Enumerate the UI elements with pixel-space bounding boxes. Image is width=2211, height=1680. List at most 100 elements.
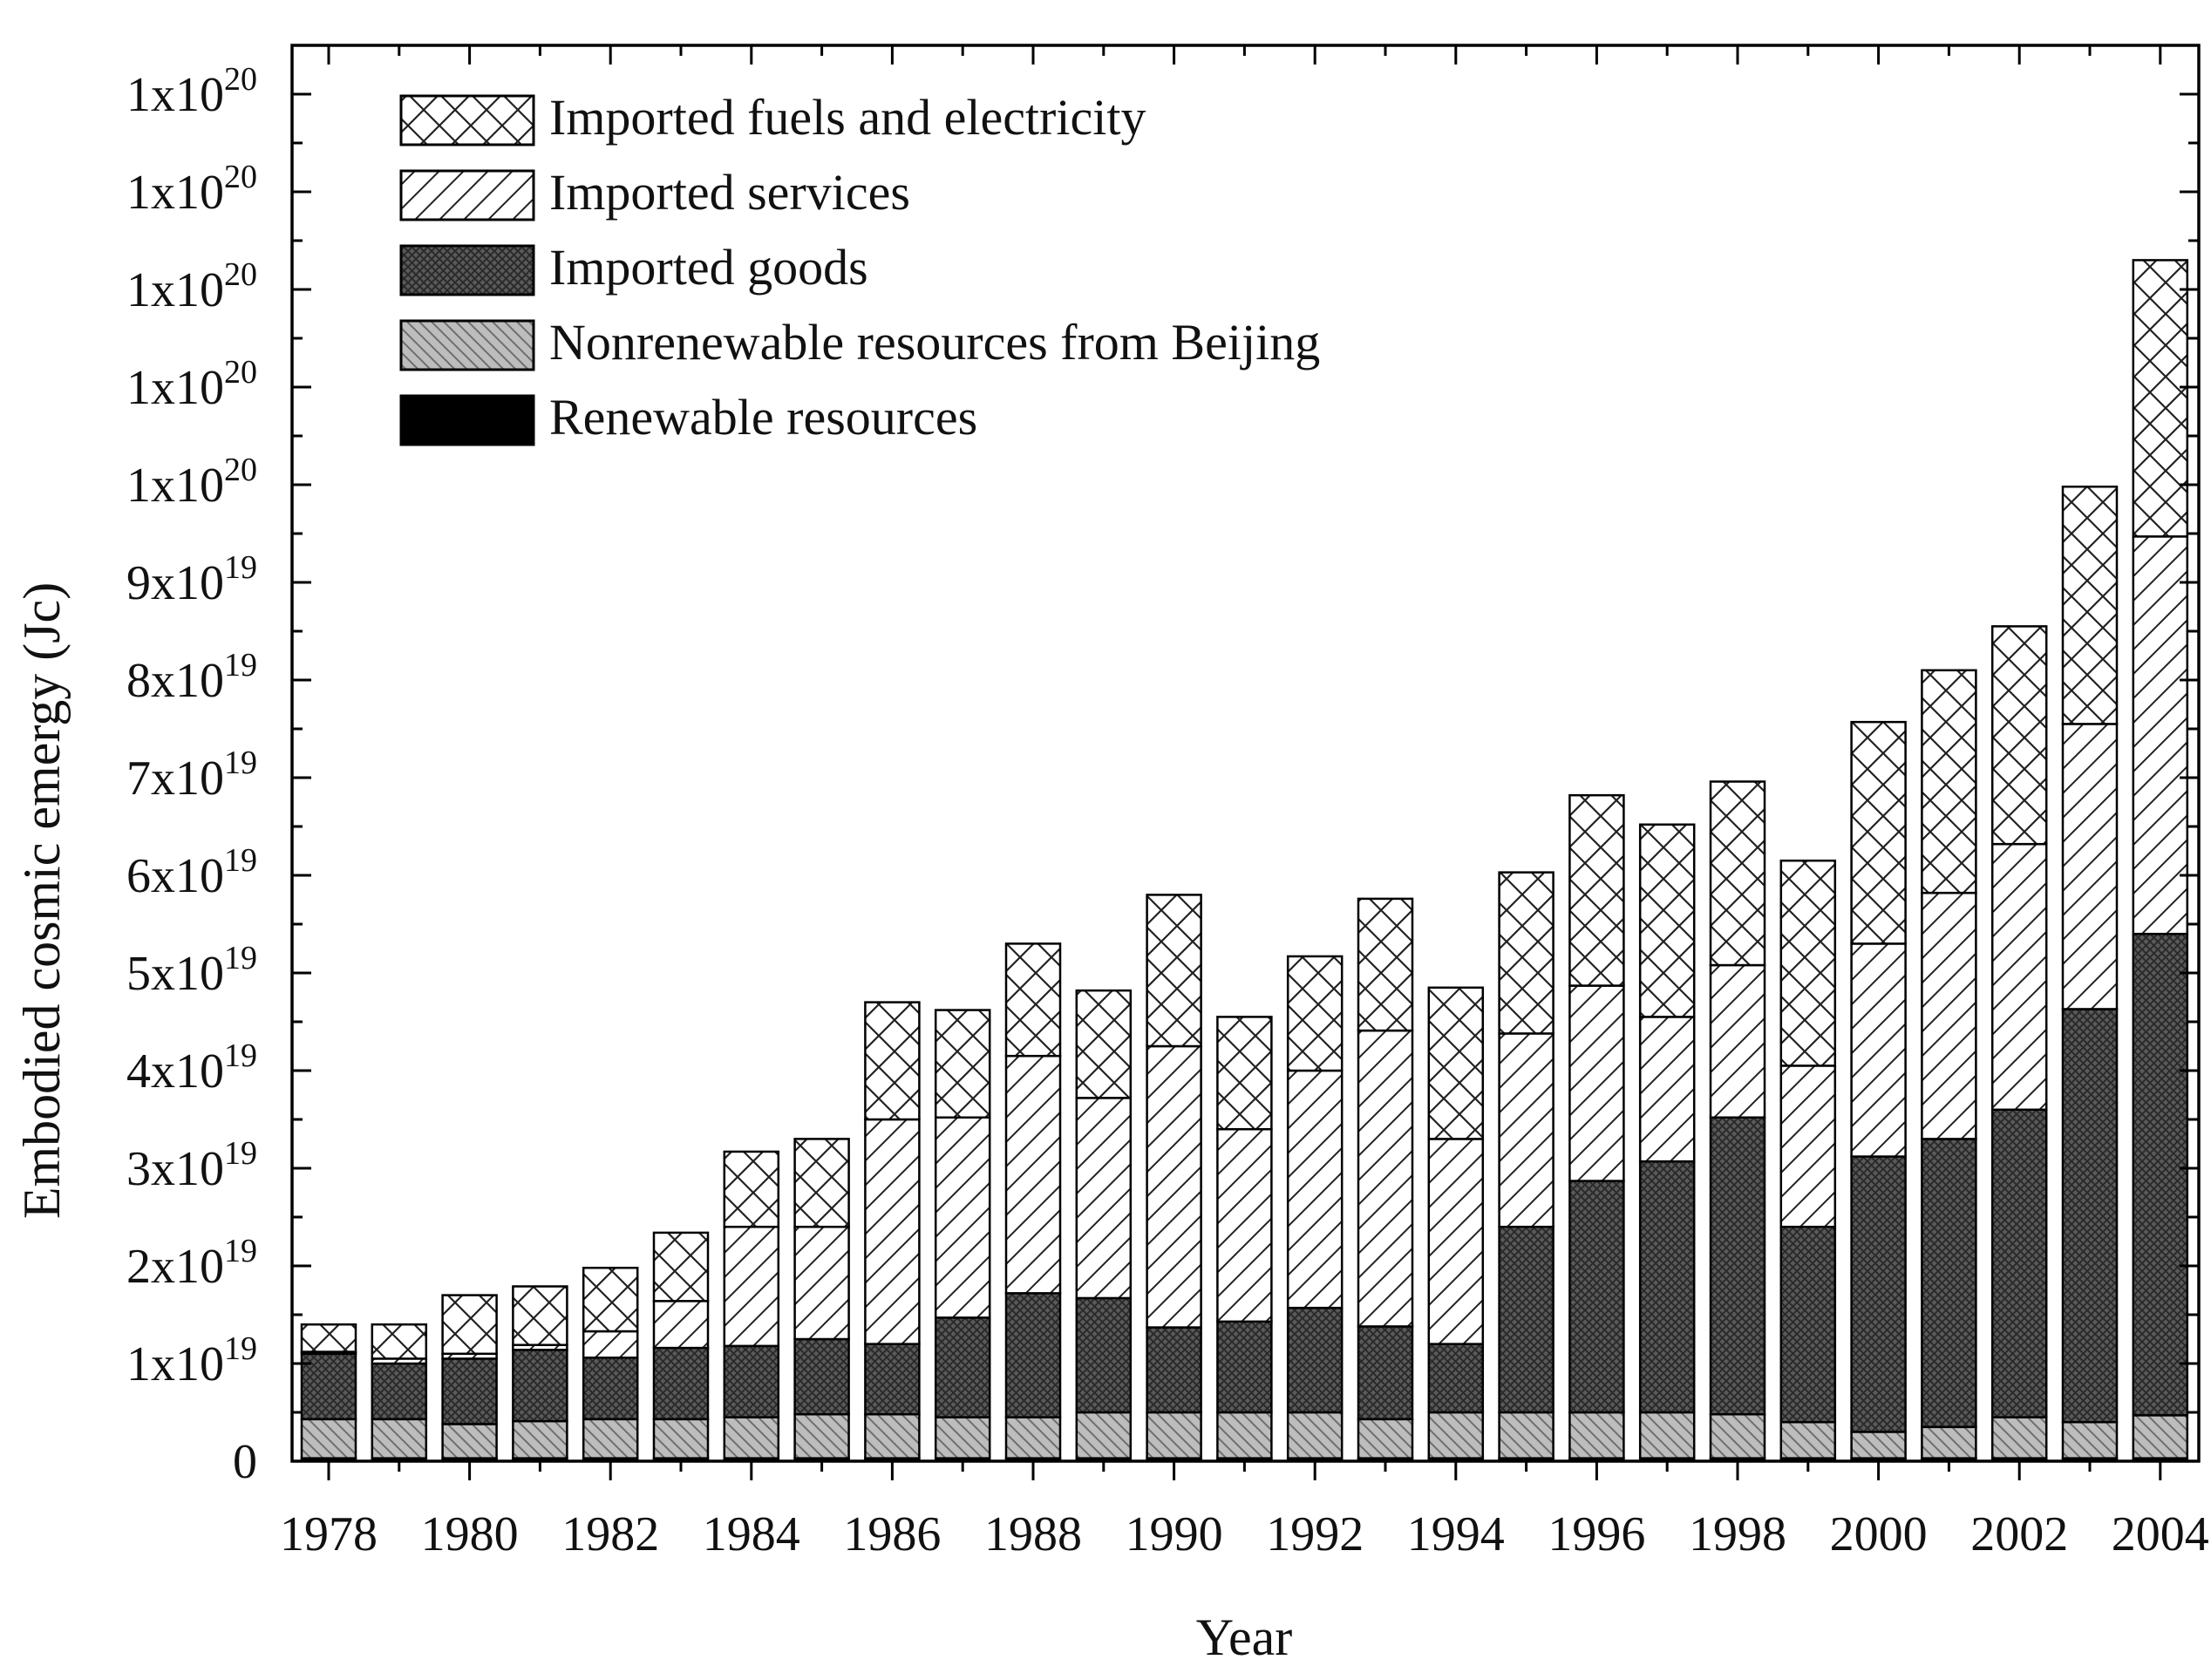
bar-nonrenewable-resources-from-beijing-1987 (934, 1416, 991, 1459)
bar-nonrenewable-resources-from-beijing-1985 (793, 1412, 850, 1459)
bar-imported-goods-1993 (1357, 1325, 1414, 1421)
bar-imported-services-2002 (1990, 842, 2048, 1112)
legend-label-imported-services: Imported services (549, 164, 910, 221)
x-tick-label-1994: 1994 (1407, 1507, 1505, 1561)
bar-imported-fuels-and-electricity-2003 (2061, 485, 2119, 725)
x-tick-label-2000: 2000 (1830, 1507, 1928, 1561)
bar-nonrenewable-resources-from-beijing-1988 (1004, 1416, 1062, 1459)
x-tick-label-2002: 2002 (1970, 1507, 2068, 1561)
y-tick-label: 1x1019 (126, 1330, 257, 1391)
y-tick-label: 0 (233, 1435, 257, 1489)
bar-nonrenewable-resources-from-beijing-1991 (1216, 1411, 1273, 1459)
bar-nonrenewable-resources-from-beijing-1984 (723, 1416, 780, 1459)
legend-swatch-imported-goods (399, 244, 535, 296)
bar-imported-services-1992 (1286, 1069, 1344, 1309)
y-tick-label: 1x1020 (126, 159, 257, 220)
bar-imported-services-1994 (1427, 1138, 1485, 1345)
bar-imported-fuels-and-electricity-1984 (723, 1150, 780, 1228)
bar-imported-services-1998 (1709, 963, 1766, 1119)
bar-imported-services-1993 (1357, 1029, 1414, 1328)
bar-nonrenewable-resources-from-beijing-1995 (1498, 1411, 1555, 1459)
bar-imported-services-1983 (652, 1300, 710, 1350)
y-tick-label: 9x1019 (126, 549, 257, 610)
x-tick-label-1978: 1978 (280, 1507, 378, 1561)
bar-imported-goods-2002 (1990, 1108, 2048, 1418)
bar-nonrenewable-resources-from-beijing-1982 (582, 1418, 639, 1459)
bar-stacks (300, 259, 2189, 1463)
bar-imported-goods-1981 (512, 1349, 568, 1423)
bar-imported-goods-1997 (1638, 1160, 1696, 1414)
y-tick-label: 4x1019 (126, 1037, 257, 1098)
bar-imported-fuels-and-electricity-1982 (582, 1266, 639, 1333)
bar-nonrenewable-resources-from-beijing-1998 (1709, 1412, 1766, 1459)
bar-imported-goods-1982 (582, 1357, 639, 1421)
bar-nonrenewable-resources-from-beijing-1981 (512, 1419, 568, 1459)
bar-nonrenewable-resources-from-beijing-1979 (371, 1418, 428, 1459)
bar-imported-goods-1984 (723, 1344, 780, 1418)
legend-label-renewable-resources: Renewable resources (549, 389, 977, 446)
bar-imported-fuels-and-electricity-1985 (793, 1138, 850, 1228)
bar-imported-fuels-and-electricity-1986 (864, 1001, 921, 1121)
x-axis-title: Year (1196, 1609, 1293, 1666)
bar-imported-fuels-and-electricity-1987 (934, 1009, 991, 1119)
bar-imported-goods-2000 (1850, 1155, 1907, 1433)
y-tick-label: 6x1019 (126, 842, 257, 903)
y-axis-title: Embodied cosmic emergy (Jc) (13, 582, 71, 1219)
bar-nonrenewable-resources-from-beijing-1986 (864, 1412, 921, 1459)
y-tick-label: 1x1020 (126, 61, 257, 122)
bar-nonrenewable-resources-from-beijing-1989 (1075, 1411, 1133, 1459)
legend-label-nonrenewable-resources-from-beijing: Nonrenewable resources from Beijing (549, 314, 1320, 371)
bar-imported-goods-1995 (1498, 1225, 1555, 1414)
bar-imported-goods-1988 (1004, 1292, 1062, 1418)
bar-imported-goods-1998 (1709, 1116, 1766, 1416)
bar-imported-goods-1983 (652, 1346, 710, 1421)
y-axis: 0 1x1019 2x1019 3x1019 4x1019 5x1019 6x1019 7x1… (126, 61, 2199, 1489)
bar-imported-fuels-and-electricity-2002 (1990, 625, 2048, 846)
y-tick-label: 2x1019 (126, 1233, 257, 1294)
legend-swatch-imported-services (399, 169, 535, 221)
bar-imported-goods-1980 (441, 1357, 498, 1425)
legend-label-imported-fuels-and-electricity: Imported fuels and electricity (549, 89, 1146, 146)
bar-imported-services-1984 (723, 1225, 780, 1348)
bar-imported-services-1985 (793, 1225, 850, 1341)
bar-nonrenewable-resources-from-beijing-2003 (2061, 1420, 2119, 1459)
x-tick-label-1980: 1980 (421, 1507, 519, 1561)
bar-nonrenewable-resources-from-beijing-1999 (1779, 1420, 1837, 1459)
bar-imported-services-1986 (864, 1118, 921, 1345)
legend-swatch-nonrenewable-resources-from-beijing (399, 319, 535, 371)
bar-nonrenewable-resources-from-beijing-1997 (1638, 1411, 1696, 1459)
bar-nonrenewable-resources-from-beijing-1994 (1427, 1411, 1485, 1459)
bar-imported-services-2003 (2061, 723, 2119, 1010)
bar-imported-services-1999 (1779, 1064, 1837, 1228)
bar-imported-goods-1989 (1075, 1296, 1133, 1414)
bar-imported-fuels-and-electricity-1989 (1075, 989, 1133, 1099)
bar-imported-goods-1990 (1146, 1326, 1202, 1414)
x-tick-label-1982: 1982 (561, 1507, 659, 1561)
y-tick-label: 7x1019 (126, 745, 257, 806)
bar-imported-fuels-and-electricity-1983 (652, 1231, 710, 1303)
legend-swatch-imported-fuels-and-electricity (399, 94, 535, 146)
bar-imported-goods-1992 (1286, 1306, 1344, 1414)
bar-imported-services-2004 (2132, 535, 2189, 935)
bar-imported-fuels-and-electricity-1995 (1498, 871, 1555, 1035)
bar-imported-services-1991 (1216, 1127, 1273, 1323)
bar-imported-fuels-and-electricity-2000 (1850, 720, 1907, 945)
legend: Imported fuels and electricity Imported s… (399, 89, 1320, 446)
bar-imported-fuels-and-electricity-1999 (1779, 859, 1837, 1067)
bar-nonrenewable-resources-from-beijing-1993 (1357, 1418, 1414, 1459)
bar-imported-fuels-and-electricity-1996 (1568, 793, 1625, 987)
bar-nonrenewable-resources-from-beijing-1992 (1286, 1411, 1344, 1459)
bar-imported-fuels-and-electricity-1998 (1709, 780, 1766, 967)
bar-imported-fuels-and-electricity-1997 (1638, 823, 1696, 1018)
x-tick-label-1998: 1998 (1689, 1507, 1786, 1561)
bar-imported-services-1987 (934, 1116, 991, 1319)
x-tick-label-1990: 1990 (1126, 1507, 1223, 1561)
bar-imported-services-1990 (1146, 1044, 1202, 1329)
y-tick-label: 5x1019 (126, 940, 257, 1001)
bar-nonrenewable-resources-from-beijing-2002 (1990, 1416, 2048, 1459)
bar-imported-services-2001 (1921, 891, 1977, 1140)
legend-swatch-renewable-resources (399, 394, 535, 446)
bar-imported-services-1989 (1075, 1097, 1133, 1300)
bar-imported-fuels-and-electricity-1979 (371, 1323, 428, 1360)
